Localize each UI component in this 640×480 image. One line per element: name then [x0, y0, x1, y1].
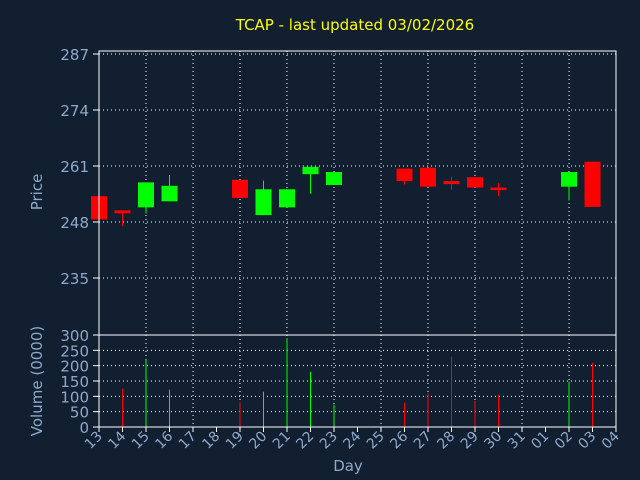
day-axis-label: Day: [333, 457, 363, 475]
candle: [326, 172, 342, 185]
candle-body: [302, 166, 319, 175]
candle-body: [255, 189, 272, 216]
day-tick-label: 30: [481, 429, 505, 453]
volume-tick-label: 0: [79, 419, 89, 437]
day-tick-label: 31: [505, 429, 529, 453]
candle-body: [420, 167, 436, 187]
candle-body: [138, 182, 154, 208]
candle-body: [279, 189, 295, 208]
candle: [138, 182, 154, 214]
day-tick-label: 29: [458, 429, 482, 453]
candle: [443, 176, 460, 190]
volume-panel-frame: [98, 334, 617, 428]
candle: [255, 180, 272, 216]
candle-body: [584, 161, 601, 207]
candle: [396, 168, 413, 185]
volume-bars: [122, 338, 593, 427]
chart-title: TCAP - last updated 03/02/2026: [235, 16, 474, 34]
price-tick-label: 274: [60, 102, 89, 120]
candle: [584, 161, 601, 207]
day-tick-label: 22: [293, 429, 317, 453]
candle: [561, 172, 577, 201]
day-tick-label: 26: [387, 428, 411, 452]
volume-tick-label: 50: [70, 404, 89, 422]
day-tick-label: 15: [129, 429, 153, 453]
candle: [114, 210, 131, 227]
candle: [232, 179, 248, 198]
candle: [490, 183, 507, 197]
candle-body: [467, 177, 483, 188]
volume-gridlines: [99, 335, 616, 427]
candle: [279, 189, 295, 208]
price-tick-label: 235: [60, 270, 89, 288]
day-tick-label: 24: [340, 428, 364, 452]
candle: [467, 177, 483, 188]
candle-body: [161, 185, 178, 202]
day-tick-label: 19: [223, 429, 247, 453]
candlesticks: [91, 161, 601, 227]
price-axis-label: Price: [28, 174, 46, 211]
volume-tick-label: 250: [60, 342, 89, 360]
day-x-ticks: 13 14 15 16 17 18 19 20 21 22 23 24 25 26 27 28 29 30 31 01…: [82, 427, 623, 452]
day-tick-label: 25: [364, 429, 388, 453]
volume-tick-label: 200: [60, 358, 89, 376]
volume-tick-label: 150: [60, 373, 89, 391]
candle-body: [396, 168, 413, 182]
price-y-ticks: 287 274 261 248 235: [60, 46, 99, 288]
volume-axis-label: Volume (0000): [28, 326, 46, 436]
candle: [161, 175, 178, 202]
candle-body: [114, 210, 131, 214]
day-tick-label: 28: [434, 429, 458, 453]
price-tick-label: 261: [60, 158, 89, 176]
price-tick-label: 287: [60, 46, 89, 64]
day-tick-label: 27: [411, 429, 435, 453]
day-tick-label: 01: [528, 429, 552, 453]
day-tick-label: 21: [270, 429, 294, 453]
candle-body: [326, 172, 342, 185]
day-tick-label: 14: [105, 428, 129, 452]
volume-tick-label: 100: [60, 388, 89, 406]
candle-body: [443, 181, 460, 185]
price-gridlines: [99, 51, 616, 335]
price-tick-label: 248: [60, 214, 89, 232]
day-tick-label: 02: [552, 429, 576, 453]
day-tick-label: 04: [599, 428, 623, 452]
day-tick-label: 23: [317, 429, 341, 453]
candle: [420, 167, 436, 187]
day-tick-label: 17: [176, 429, 200, 453]
candle-body: [561, 172, 577, 187]
candle: [302, 166, 319, 194]
candle-body: [232, 179, 248, 198]
day-tick-label: 03: [575, 429, 599, 453]
candle-body: [490, 187, 507, 191]
volume-tick-label: 300: [60, 327, 89, 345]
day-tick-label: 16: [152, 428, 176, 452]
day-tick-label: 20: [246, 429, 270, 453]
day-tick-label: 18: [199, 429, 223, 453]
